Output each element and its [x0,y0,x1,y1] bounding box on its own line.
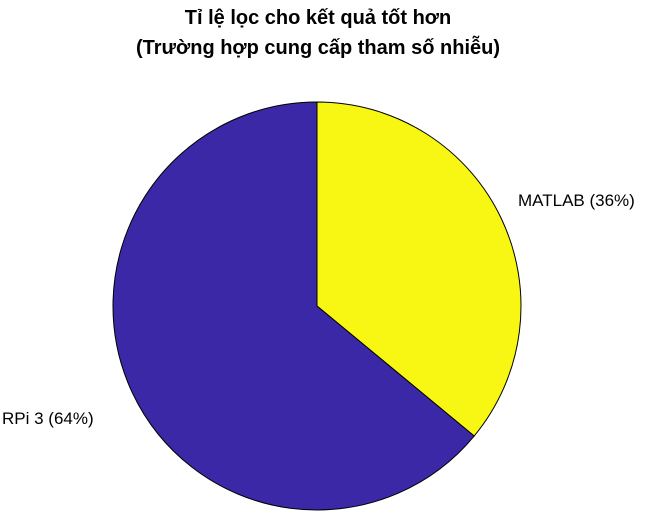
pie-slice-label-0: MATLAB (36%) [518,191,635,210]
chart-title-line-2: (Trường hợp cung cấp tham số nhiễu) [136,35,500,59]
pie-labels: MATLAB (36%) RPi 3 (64%) [2,191,635,428]
chart-title-line-1: Tỉ lệ lọc cho kết quả tốt hơn [185,7,451,29]
pie-slice-0 [316,101,522,437]
pie-slice-1 [112,101,475,511]
pie-slice-label-1: RPi 3 (64%) [2,409,94,428]
pie-slices [112,101,522,511]
